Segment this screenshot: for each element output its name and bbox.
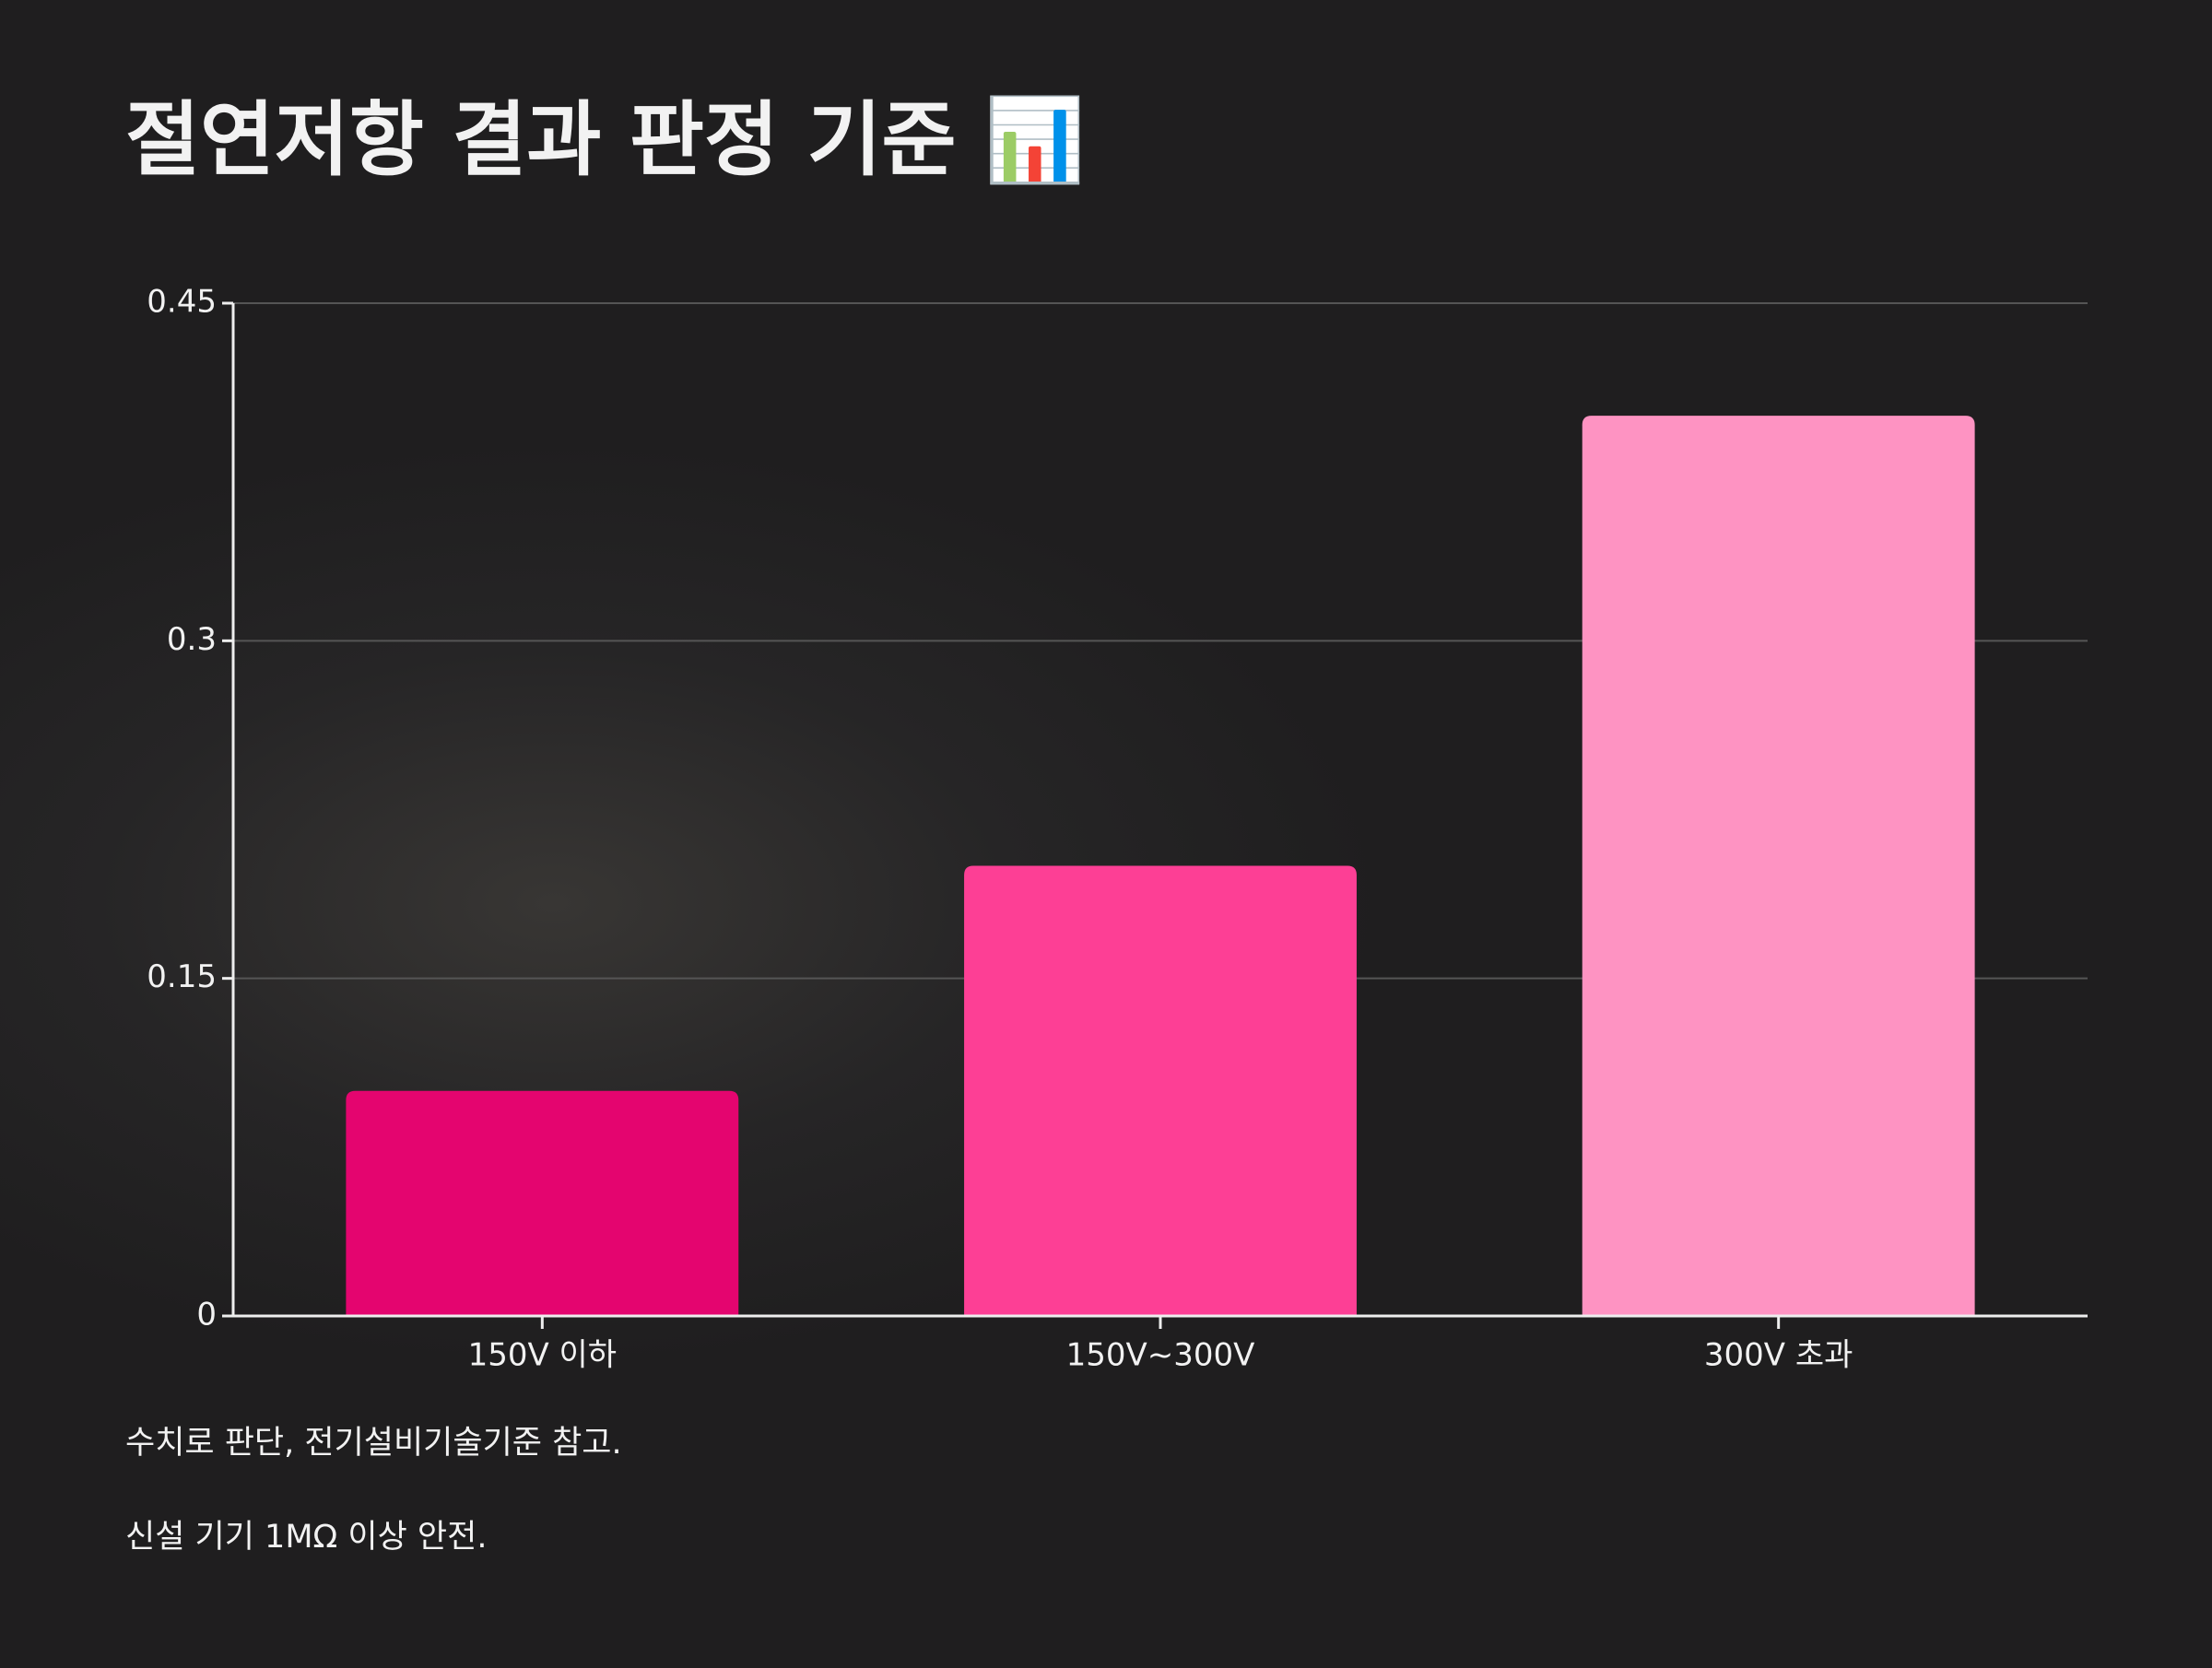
- y-tick-label: 0.15: [147, 958, 217, 995]
- bar: [346, 1090, 739, 1316]
- y-tick-label: 0: [196, 1297, 217, 1333]
- chart-title: 절연저항 결과 판정 기준 📊: [125, 92, 1086, 187]
- note: 수치로 판단, 전기설비기술기준 참고.: [125, 1425, 622, 1462]
- bar: [964, 865, 1357, 1316]
- x-tick-label: 150V~300V: [1066, 1337, 1255, 1374]
- x-tick-label: 150V 이하: [468, 1337, 618, 1374]
- note: 신설 기기 1MΩ 이상 안전.: [125, 1519, 487, 1556]
- x-tick-label: 300V 초과: [1704, 1337, 1853, 1374]
- y-tick-label: 0.3: [167, 621, 217, 658]
- y-tick-label: 0.45: [147, 284, 217, 321]
- bar: [1582, 416, 1975, 1317]
